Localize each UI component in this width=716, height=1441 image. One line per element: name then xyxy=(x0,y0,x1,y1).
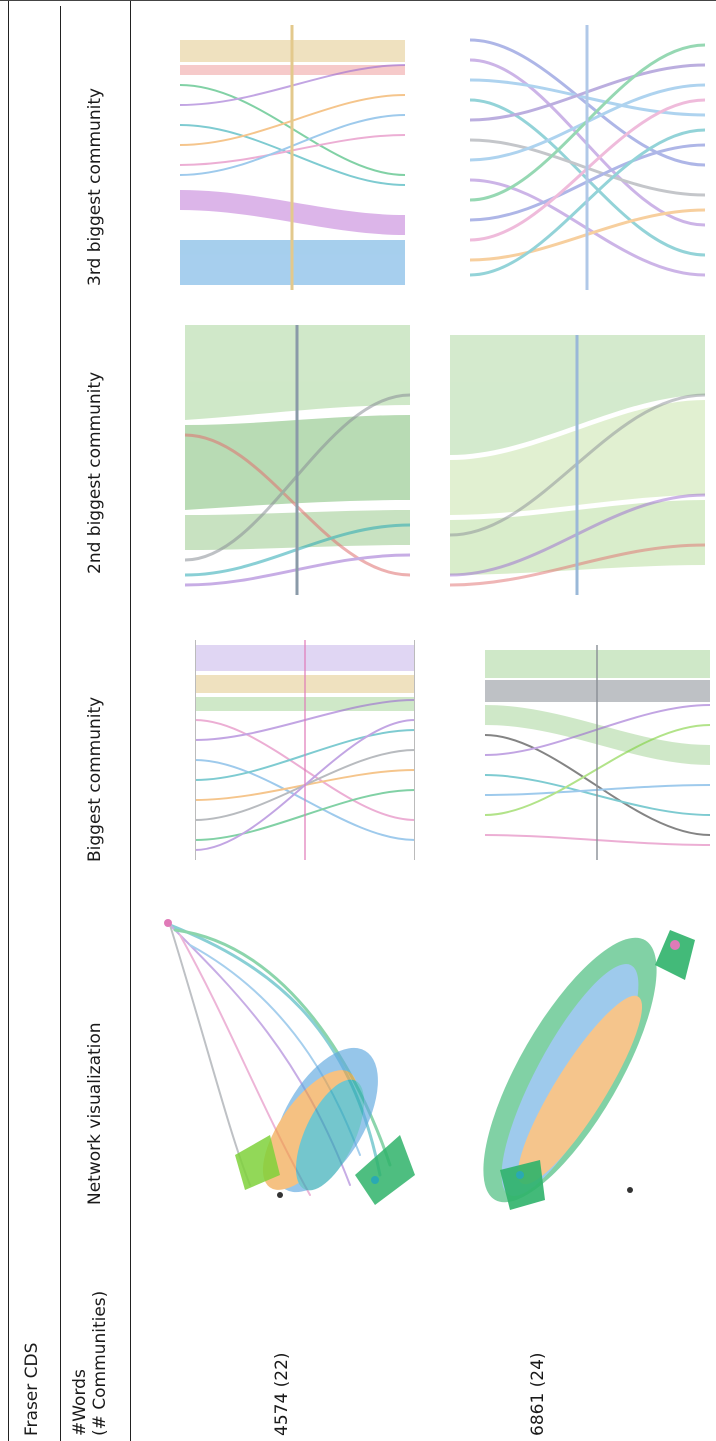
header-second-community: 2nd biggest community xyxy=(85,371,105,574)
row-2-words: 6861 (24) xyxy=(528,1352,548,1436)
network-visualization-row-1 xyxy=(150,905,420,1215)
row-1-words: 4574 (22) xyxy=(272,1352,292,1436)
second-community-row-1 xyxy=(185,325,410,595)
table-right-border xyxy=(130,0,131,1441)
header-third-community: 3rd biggest community xyxy=(85,87,105,286)
column-rule xyxy=(0,0,716,1)
third-community-row-2 xyxy=(470,25,705,290)
header-separator xyxy=(60,6,61,1441)
header-biggest-community: Biggest community xyxy=(85,696,105,862)
header-words: #Words (# Communities) xyxy=(70,1290,110,1436)
second-community-row-2 xyxy=(450,335,705,595)
header-network-visualization: Network visualization xyxy=(85,1022,105,1205)
third-community-row-1 xyxy=(180,25,405,290)
table-left-border xyxy=(8,0,9,1441)
network-visualization-row-2 xyxy=(430,920,700,1220)
biggest-community-row-1 xyxy=(195,640,415,860)
table-title: Fraser CDS xyxy=(22,1342,42,1436)
biggest-community-row-2 xyxy=(485,645,710,860)
